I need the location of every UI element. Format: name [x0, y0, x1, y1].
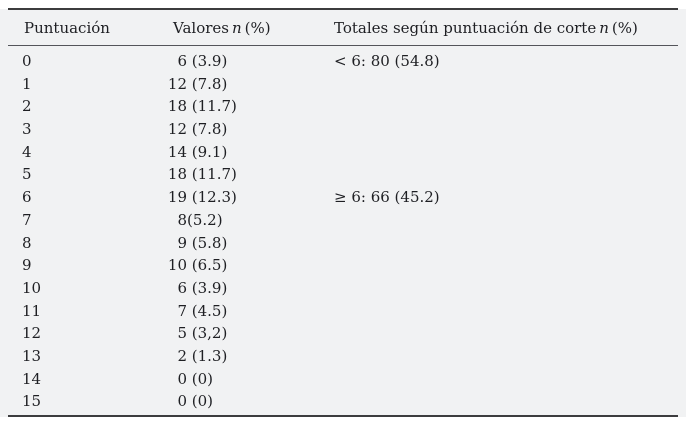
value-pct-cell: (3.9) [187, 278, 228, 297]
score-cell: 10 [22, 278, 42, 297]
column-header-totals: Totales según puntuación de corte n (%) [334, 19, 638, 37]
table-row: 4 14 (9.1) [0, 141, 686, 164]
value-n-cell: 18 [167, 165, 187, 184]
cutoff-total-cell [334, 254, 686, 277]
value-pct-cell: (9.1) [187, 142, 228, 161]
score-cell: 1 [22, 74, 32, 93]
value-n-cell: 6 [177, 278, 187, 297]
score-cell: 15 [22, 392, 42, 411]
score-cell: 14 [22, 369, 42, 388]
cutoff-total-cell [334, 73, 686, 96]
score-cell: 6 [22, 188, 32, 207]
value-pct-cell: (11.7) [187, 97, 237, 116]
column-header-values: Valores n (%) [173, 19, 271, 37]
value-n-cell: 6 [177, 52, 187, 70]
cutoff-total-cell [334, 141, 686, 164]
score-cell: 12 [22, 324, 42, 343]
value-n-cell: 12 [167, 74, 187, 93]
value-n-cell: 14 [167, 142, 187, 161]
cutoff-total-cell: < 6: 80 (54.8) [334, 52, 440, 70]
score-cell: 0 [22, 52, 32, 70]
score-cell: 8 [22, 233, 32, 252]
table-row: 8 9 (5.8) [0, 232, 686, 255]
table-row: 7 8 (5.2) [0, 209, 686, 232]
score-cell: 4 [22, 142, 32, 161]
table-row: 11 7 (4.5) [0, 300, 686, 323]
table-background [0, 9, 686, 417]
table-body: 0 6 (3.9) < 6: 80 (54.8) 1 12 (7.8) 2 18… [0, 50, 686, 413]
value-pct-cell: (0) [187, 369, 214, 388]
table-row: 5 18 (11.7) [0, 163, 686, 186]
value-pct-cell: (7.8) [187, 120, 228, 139]
cutoff-total-cell [334, 118, 686, 141]
totals-header-text: Totales según puntuación de corte [334, 19, 597, 37]
score-cell: 3 [22, 120, 32, 139]
cutoff-total-cell [334, 345, 686, 368]
value-pct-cell: (3.9) [187, 52, 228, 70]
totals-header-n-variable: n [599, 19, 609, 37]
cutoff-total-cell [334, 209, 686, 232]
score-cell: 5 [22, 165, 32, 184]
values-header-percent: (%) [244, 19, 271, 37]
table-row: 10 6 (3.9) [0, 277, 686, 300]
value-n-cell: 12 [167, 120, 187, 139]
values-header-n-variable: n [231, 19, 242, 37]
cutoff-total-cell: ≥ 6: 66 (45.2) [334, 188, 440, 207]
cutoff-total-cell [334, 277, 686, 300]
cutoff-total-cell [334, 300, 686, 323]
value-pct-cell: (12.3) [187, 188, 237, 207]
value-n-cell: 19 [167, 188, 187, 207]
value-pct-cell: (7.8) [187, 74, 228, 93]
value-pct-cell: (11.7) [187, 165, 237, 184]
value-pct-cell: (5.2) [187, 210, 223, 229]
value-n-cell: 5 [177, 324, 187, 343]
cutoff-total-cell [334, 390, 686, 413]
table-row: 14 0 (0) [0, 368, 686, 391]
values-header-text: Valores [173, 19, 229, 37]
cutoff-total-cell [334, 163, 686, 186]
column-header-score-label: Puntuación [24, 19, 110, 37]
table-row: 3 12 (7.8) [0, 118, 686, 141]
value-pct-cell: (5.8) [187, 233, 228, 252]
table-top-rule [8, 8, 678, 10]
table-row: 2 18 (11.7) [0, 95, 686, 118]
score-cell: 7 [22, 210, 32, 229]
score-cell: 9 [22, 256, 32, 275]
cutoff-total-cell [334, 322, 686, 345]
table-row: 1 12 (7.8) [0, 73, 686, 96]
value-n-cell: 2 [177, 346, 187, 365]
cutoff-total-cell [334, 232, 686, 255]
value-n-cell: 0 [177, 392, 187, 411]
cutoff-total-cell [334, 368, 686, 391]
value-n-cell: 0 [177, 369, 187, 388]
score-cell: 11 [22, 301, 42, 320]
table-row: 15 0 (0) [0, 390, 686, 413]
cutoff-total-cell [334, 95, 686, 118]
value-n-cell: 8 [177, 210, 187, 229]
value-pct-cell: (6.5) [187, 256, 228, 275]
value-pct-cell: (1.3) [187, 346, 228, 365]
score-cell: 13 [22, 346, 42, 365]
score-cell: 2 [22, 97, 32, 116]
column-header-score: Puntuación [24, 19, 110, 37]
value-n-cell: 7 [177, 301, 187, 320]
table-row: 6 19 (12.3) ≥ 6: 66 (45.2) [0, 186, 686, 209]
table-row: 9 10 (6.5) [0, 254, 686, 277]
table-row: 0 6 (3.9) < 6: 80 (54.8) [0, 50, 686, 73]
value-n-cell: 10 [167, 256, 187, 275]
value-n-cell: 9 [177, 233, 187, 252]
table-row: 12 5 (3,2) [0, 322, 686, 345]
value-pct-cell: (0) [187, 392, 214, 411]
table-header-rule [8, 45, 678, 46]
totals-header-percent: (%) [611, 19, 638, 37]
value-n-cell: 18 [167, 97, 187, 116]
value-pct-cell: (3,2) [187, 324, 228, 343]
table-row: 13 2 (1.3) [0, 345, 686, 368]
table-bottom-rule [8, 415, 678, 417]
value-pct-cell: (4.5) [187, 301, 228, 320]
